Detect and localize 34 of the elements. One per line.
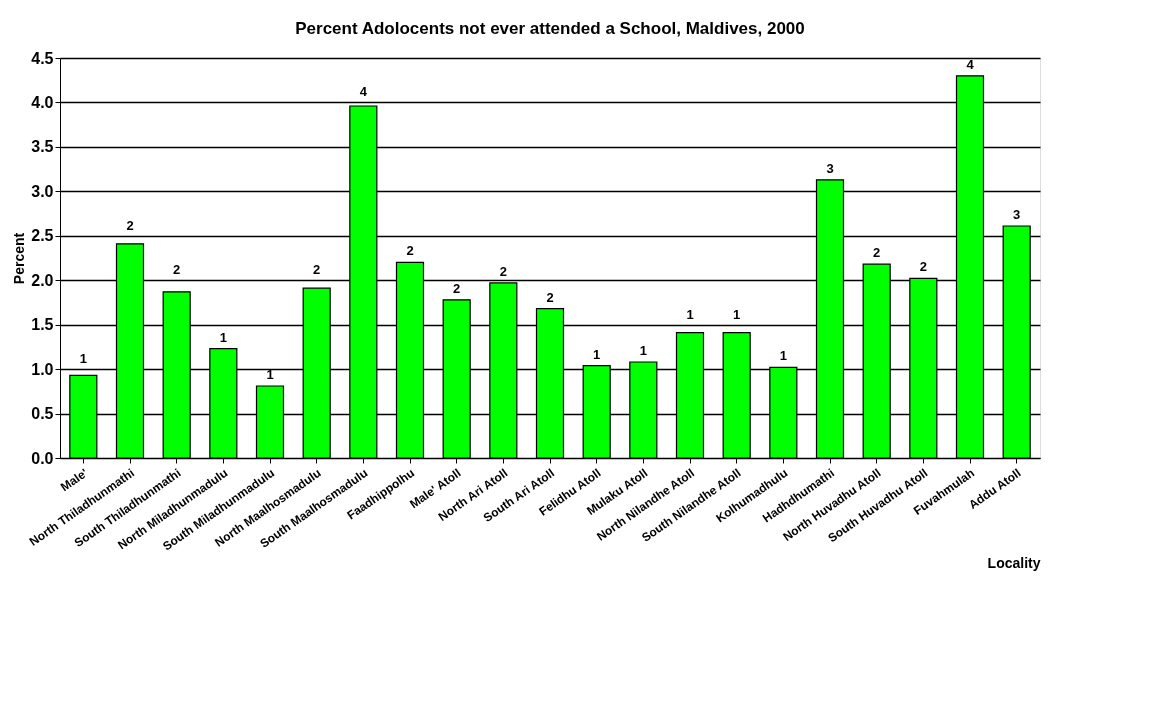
y-tick-label: 0.5 bbox=[31, 405, 54, 423]
data-label: 1 bbox=[686, 306, 694, 322]
data-label: 3 bbox=[1013, 207, 1021, 222]
y-tick-label: 1.0 bbox=[31, 360, 54, 378]
chart-title: Percent Adolocents not ever attended a School, Maldives, 2000 bbox=[295, 19, 805, 38]
data-label: 1 bbox=[779, 348, 787, 364]
data-label: 1 bbox=[266, 367, 274, 382]
data-label: 4 bbox=[359, 84, 368, 100]
y-tick-label: 4.0 bbox=[31, 93, 54, 111]
y-tick-label: 2.5 bbox=[31, 227, 54, 245]
y-tick-label: 3.0 bbox=[31, 182, 54, 200]
data-label: 2 bbox=[499, 263, 507, 279]
y-tick-label: 1.5 bbox=[31, 316, 54, 334]
data-label: 2 bbox=[313, 262, 321, 278]
data-label: 2 bbox=[126, 217, 134, 233]
data-label: 2 bbox=[406, 243, 414, 259]
y-tick-label: 0.0 bbox=[31, 449, 54, 467]
data-label: 1 bbox=[593, 346, 601, 362]
data-label: 2 bbox=[173, 262, 181, 278]
data-label: 1 bbox=[219, 329, 227, 345]
data-label: 1 bbox=[733, 306, 741, 322]
data-label: 4 bbox=[966, 56, 975, 72]
data-label: 2 bbox=[546, 289, 554, 305]
y-tick-label: 2.0 bbox=[31, 271, 54, 289]
data-label: 3 bbox=[826, 160, 834, 176]
y-axis-title: Percent bbox=[11, 232, 28, 285]
y-tick-label: 3.5 bbox=[31, 138, 54, 156]
data-label: 1 bbox=[639, 343, 647, 358]
data-label: 2 bbox=[919, 259, 927, 275]
data-label: 2 bbox=[453, 280, 461, 296]
data-label: 1 bbox=[79, 351, 87, 367]
data-label: 2 bbox=[873, 245, 881, 261]
y-tick-label: 4.5 bbox=[31, 49, 54, 67]
x-axis-title: Locality bbox=[987, 554, 1041, 571]
